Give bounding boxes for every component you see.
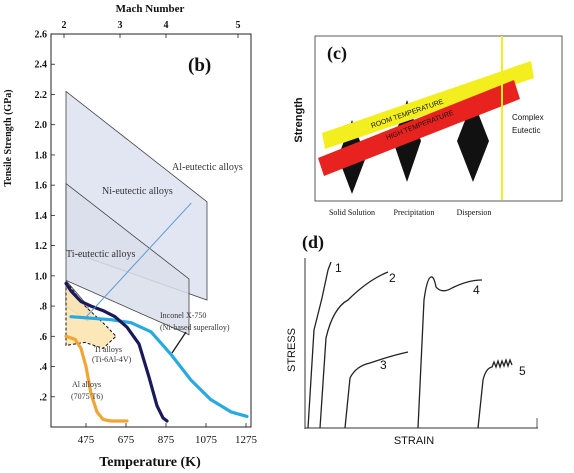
top-axis-ticks: 2 3 4 5 — [62, 20, 241, 38]
ti-alloys-sublabel: (Ti-6Al-4V) — [92, 355, 132, 364]
series-ti-alloys-ti-6al-4v — [64, 281, 169, 423]
al-alloys-label: Al alloys — [72, 380, 101, 389]
inconel-label: Inconel X-750 — [160, 311, 206, 320]
panel-d-label: (d) — [302, 232, 324, 253]
curve-3 — [344, 351, 409, 429]
region-ni-eutectic-alloys — [65, 182, 190, 336]
complex-eutectic-label-2: Eutectic — [512, 126, 540, 135]
y-tick-label: .2 — [40, 392, 48, 403]
x-tick-label: 1275 — [235, 434, 258, 446]
stress-axis-label: STRESS — [286, 328, 298, 372]
curve-4-label: 4 — [473, 283, 480, 297]
inconel-sublabel: (Ni-based superalloy) — [160, 323, 230, 332]
ti-eutectic-label: Ti-eutectic alloys — [66, 249, 135, 260]
top-tick-label: 4 — [164, 20, 169, 31]
y-tick-label: 2.2 — [35, 90, 48, 101]
y-tick-label: 2.6 — [35, 30, 48, 41]
curve-2-label: 2 — [389, 271, 396, 285]
series-lines — [64, 202, 249, 423]
curve-1-label: 1 — [335, 261, 342, 275]
x-tick-label: 875 — [158, 434, 175, 446]
y-tick-label: 1.4 — [35, 211, 48, 222]
al-alloys-sublabel: (7075 T6) — [71, 392, 103, 401]
inconel-pointer — [171, 331, 187, 354]
y-tick-label: 2.4 — [35, 60, 48, 71]
category-dispersion: Dispersion — [457, 208, 492, 217]
plot-frame — [50, 33, 252, 428]
x-axis-title: Temperature (K) — [99, 455, 201, 470]
y-tick-label: .4 — [40, 362, 48, 373]
panel-d-chart: (d) STRESS STRAIN 1 2 3 4 5 — [286, 232, 538, 447]
y-tick-label: 1.8 — [35, 150, 48, 161]
complex-eutectic-label-1: Complex — [512, 113, 544, 122]
panel-c-label: (c) — [327, 43, 347, 64]
strain-axis-label: STRAIN — [394, 435, 434, 447]
curve-5-label: 5 — [519, 364, 526, 378]
room-temperature-band — [322, 61, 534, 149]
eutectic-regions — [65, 90, 208, 336]
x-tick-label: 475 — [78, 434, 95, 446]
y-tick-label: 1.0 — [35, 271, 48, 282]
top-tick-label: 5 — [236, 20, 241, 31]
panel-c-diagram: (c) Strength ROOM TEMPERATURE HIGH TEMPE… — [293, 35, 563, 217]
panel-b-label: (b) — [188, 55, 211, 76]
y-tick-label: .8 — [40, 302, 48, 313]
curve-3-label: 3 — [380, 358, 387, 372]
y-axis-title: Tensile Strength (GPa) — [3, 89, 14, 186]
x-tick-label: 675 — [118, 434, 135, 446]
y-tick-label: .6 — [40, 332, 48, 343]
y-tick-label: 1.2 — [35, 241, 48, 252]
series-al-alloys-7075-t6 — [64, 334, 129, 423]
top-tick-label: 3 — [118, 20, 123, 31]
top-tick-label: 2 — [62, 20, 67, 31]
ni-eutectic-label: Ni-eutectic alloys — [102, 186, 173, 197]
curve-2 — [319, 271, 389, 429]
y-axis-ticks: .2 .4 .6 .8 1.0 1.2 1.4 1.6 1.8 2.0 2.2 2.4 2.6 — [35, 30, 55, 403]
category-solid-solution: Solid Solution — [329, 208, 375, 217]
series-inconel-x-750-ni-based-superalloy — [69, 315, 249, 418]
panel-b-chart: .2 .4 .6 .8 1.0 1.2 1.4 1.6 1.8 2.0 2.2 2.4 2.6 475 6… — [3, 3, 258, 470]
ti-alloys-label: Ti alloys — [94, 345, 122, 354]
top-axis-title: Mach Number — [116, 3, 185, 15]
curve-4 — [417, 276, 483, 429]
high-temperature-band — [318, 80, 520, 176]
series-pointer-line-3 — [84, 202, 192, 319]
y-tick-label: 2.0 — [35, 120, 48, 131]
y-tick-label: 1.6 — [35, 181, 48, 192]
al-eutectic-label: Al-eutectic alloys — [172, 162, 243, 173]
curve-5 — [477, 357, 513, 429]
x-axis-ticks: 475 675 875 1075 1275 — [78, 423, 258, 446]
strength-axis-label: Strength — [293, 97, 305, 143]
x-tick-label: 1075 — [195, 434, 218, 446]
curve-1 — [307, 261, 332, 429]
category-precipitation: Precipitation — [394, 208, 435, 217]
